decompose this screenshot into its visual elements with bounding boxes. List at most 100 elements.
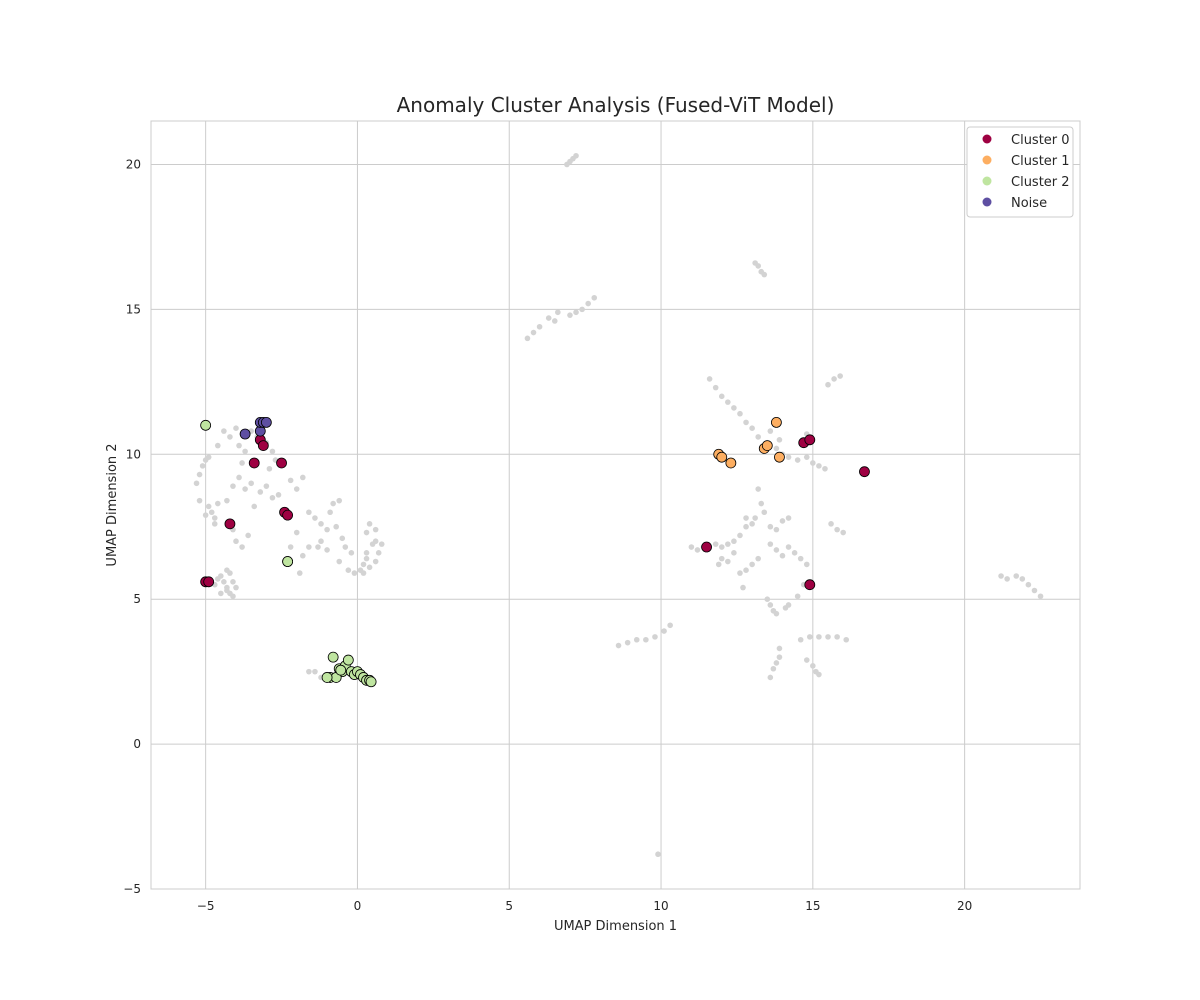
- background-point: [330, 500, 336, 507]
- background-point: [825, 634, 831, 640]
- background-point: [251, 503, 258, 510]
- background-point: [591, 294, 598, 301]
- background-point: [785, 454, 792, 460]
- background-point: [767, 674, 774, 681]
- background-point: [242, 448, 248, 455]
- background-point: [545, 315, 552, 321]
- background-point: [312, 668, 318, 675]
- background-point: [257, 489, 264, 495]
- background-point: [797, 636, 804, 643]
- background-point: [293, 529, 300, 536]
- background-point: [233, 584, 239, 591]
- background-point: [779, 518, 786, 524]
- background-point: [661, 628, 667, 634]
- background-point: [585, 300, 591, 307]
- background-point: [224, 497, 230, 504]
- legend-marker-cluster-0: [982, 134, 992, 144]
- background-point: [372, 526, 379, 533]
- background-point: [755, 555, 761, 562]
- cluster-1-point: [761, 440, 773, 451]
- background-point: [718, 555, 725, 562]
- background-point: [731, 550, 737, 556]
- background-point: [706, 376, 713, 382]
- background-point: [624, 639, 631, 646]
- background-point: [767, 602, 774, 608]
- background-point: [758, 500, 765, 507]
- chart-title: Anomaly Cluster Analysis (Fused-ViT Mode…: [397, 93, 835, 117]
- background-point: [816, 463, 822, 469]
- background-point: [196, 471, 203, 478]
- background-point: [794, 457, 801, 463]
- cluster-0-point: [276, 457, 287, 469]
- background-point: [773, 445, 780, 452]
- background-point: [776, 436, 783, 443]
- background-point: [1031, 587, 1038, 594]
- background-point: [211, 521, 218, 527]
- background-point: [755, 263, 761, 269]
- background-point: [245, 532, 251, 539]
- background-point: [725, 399, 731, 405]
- background-point: [363, 550, 370, 556]
- background-point: [998, 573, 1004, 579]
- background-point: [1019, 576, 1026, 582]
- plot-frame: [150, 120, 1081, 890]
- background-point: [269, 448, 276, 455]
- background-point: [797, 555, 804, 562]
- legend-label-cluster-0: Cluster 0: [1011, 133, 1070, 148]
- x-tick-label: 20: [957, 899, 972, 913]
- background-point: [299, 474, 306, 481]
- background-point: [360, 561, 367, 568]
- background-point: [688, 544, 695, 550]
- noise-point: [239, 428, 251, 440]
- cluster-0-point: [804, 579, 816, 591]
- cluster-2-point: [327, 651, 339, 663]
- cluster-1-point: [725, 457, 737, 469]
- background-point: [208, 509, 215, 516]
- background-point: [327, 509, 333, 516]
- background-point: [248, 480, 254, 487]
- background-point: [196, 497, 203, 504]
- background-point: [755, 486, 761, 492]
- background-point: [360, 570, 367, 576]
- background-point: [725, 558, 731, 565]
- y-tick-label: 20: [126, 157, 141, 171]
- background-point: [269, 494, 276, 501]
- background-point: [573, 152, 579, 159]
- background-point: [1004, 576, 1010, 582]
- background-point: [807, 634, 813, 640]
- background-point: [366, 521, 373, 527]
- background-point: [214, 576, 221, 582]
- background-point: [652, 634, 658, 640]
- legend-label-cluster-2: Cluster 2: [1011, 175, 1070, 190]
- background-point: [287, 477, 294, 484]
- background-point: [776, 654, 783, 660]
- background-point: [372, 558, 379, 565]
- background-point: [837, 373, 843, 379]
- legend-label-noise: Noise: [1011, 196, 1047, 211]
- background-point: [315, 544, 321, 550]
- background-point: [287, 544, 294, 550]
- y-tick-label: 10: [126, 447, 141, 461]
- background-point: [718, 393, 725, 400]
- x-tick-label: 15: [805, 899, 820, 913]
- background-point: [214, 500, 221, 507]
- background-point: [749, 425, 755, 432]
- background-point: [230, 483, 236, 489]
- background-point: [363, 529, 370, 536]
- background-point: [834, 634, 840, 640]
- background-point: [233, 425, 239, 432]
- background-point: [296, 570, 303, 576]
- noise-point: [260, 417, 272, 428]
- background-point: [227, 570, 233, 576]
- background-point: [643, 636, 649, 643]
- legend-marker-cluster-1: [982, 155, 992, 165]
- background-point: [536, 323, 543, 330]
- background-point: [372, 538, 379, 545]
- cluster-0-point: [859, 466, 870, 478]
- background-point: [227, 434, 233, 440]
- background-point: [803, 454, 810, 460]
- background-point: [211, 515, 218, 521]
- background-point: [825, 381, 831, 388]
- background-point: [667, 622, 673, 629]
- background-point: [293, 486, 300, 492]
